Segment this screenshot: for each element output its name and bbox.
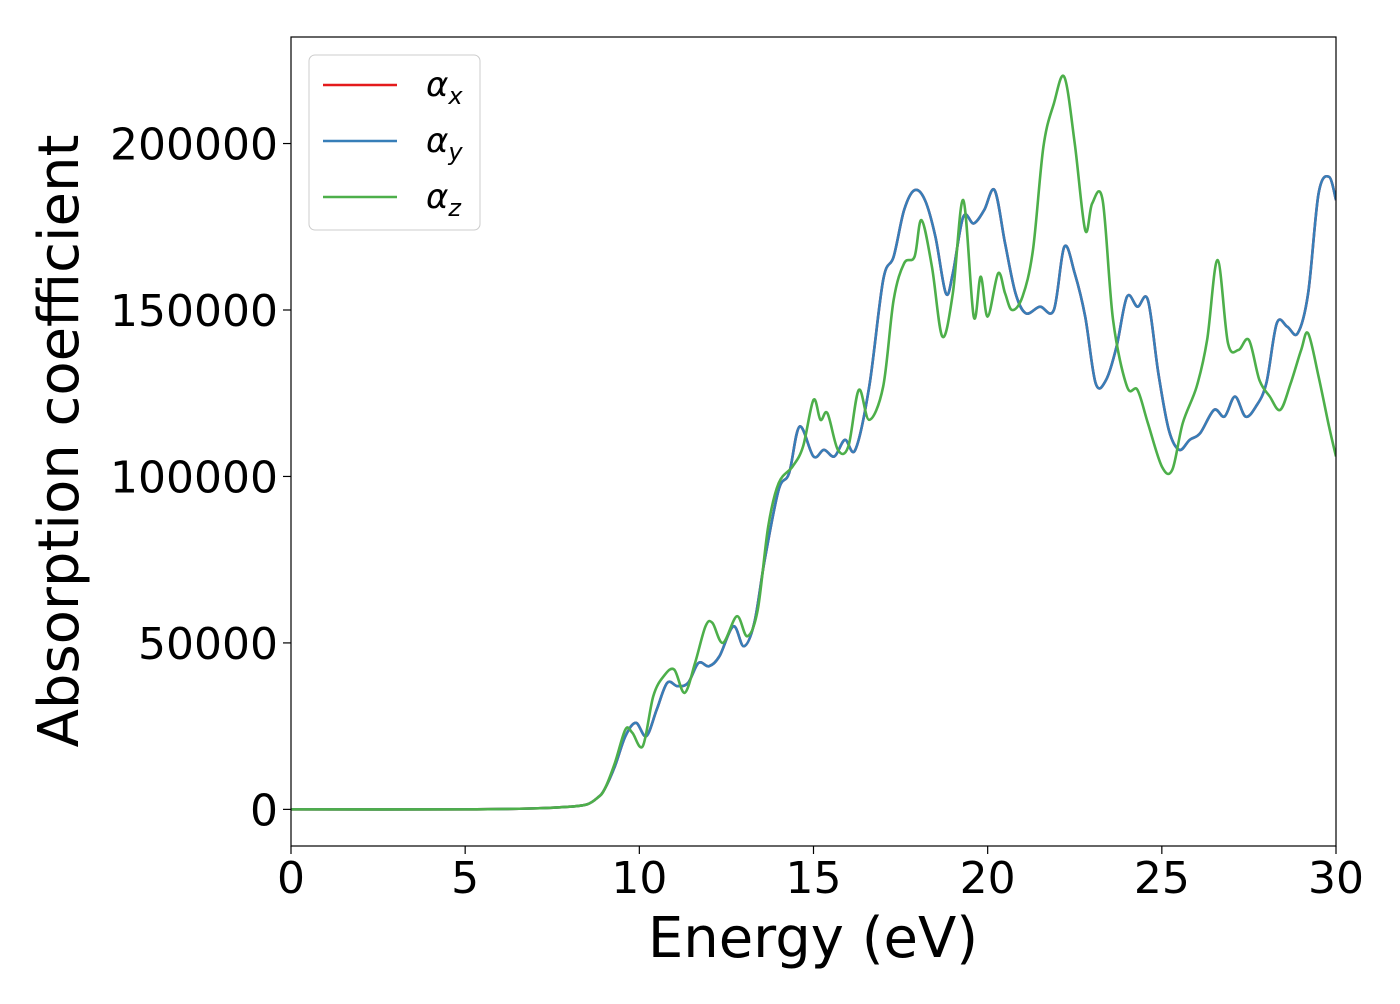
legend-label-subscript: z [447, 194, 462, 222]
x-tick-label: 5 [451, 853, 479, 904]
y-axis-label: Absorption coefficient [27, 135, 92, 748]
series-line-x [291, 174, 1336, 811]
y-tick-label: 0 [250, 785, 278, 836]
x-tick-label: 10 [611, 853, 667, 904]
legend-label-z: αz [426, 177, 462, 222]
x-tick-label: 25 [1134, 853, 1190, 904]
legend-label-subscript: x [447, 82, 463, 110]
series-line-z [291, 74, 1336, 811]
legend-label-y: αy [426, 121, 463, 166]
legend-label-base: α [426, 65, 448, 105]
y-tick-label: 100000 [110, 452, 278, 503]
x-tick-label: 20 [960, 853, 1016, 904]
x-axis-label: Energy (eV) [648, 906, 978, 971]
y-tick-label: 150000 [110, 286, 278, 337]
legend-label-base: α [426, 177, 448, 217]
legend-label-x: αx [426, 65, 463, 110]
series-line-y [291, 174, 1336, 811]
x-tick-label: 30 [1308, 853, 1364, 904]
y-tick-label: 200000 [110, 120, 278, 171]
x-tick-label: 15 [786, 853, 842, 904]
legend-label-base: α [426, 121, 448, 161]
legend-label-subscript: y [447, 138, 463, 166]
legend-box [308, 54, 481, 231]
y-tick-label: 50000 [138, 619, 278, 670]
x-tick-label: 0 [277, 853, 305, 904]
